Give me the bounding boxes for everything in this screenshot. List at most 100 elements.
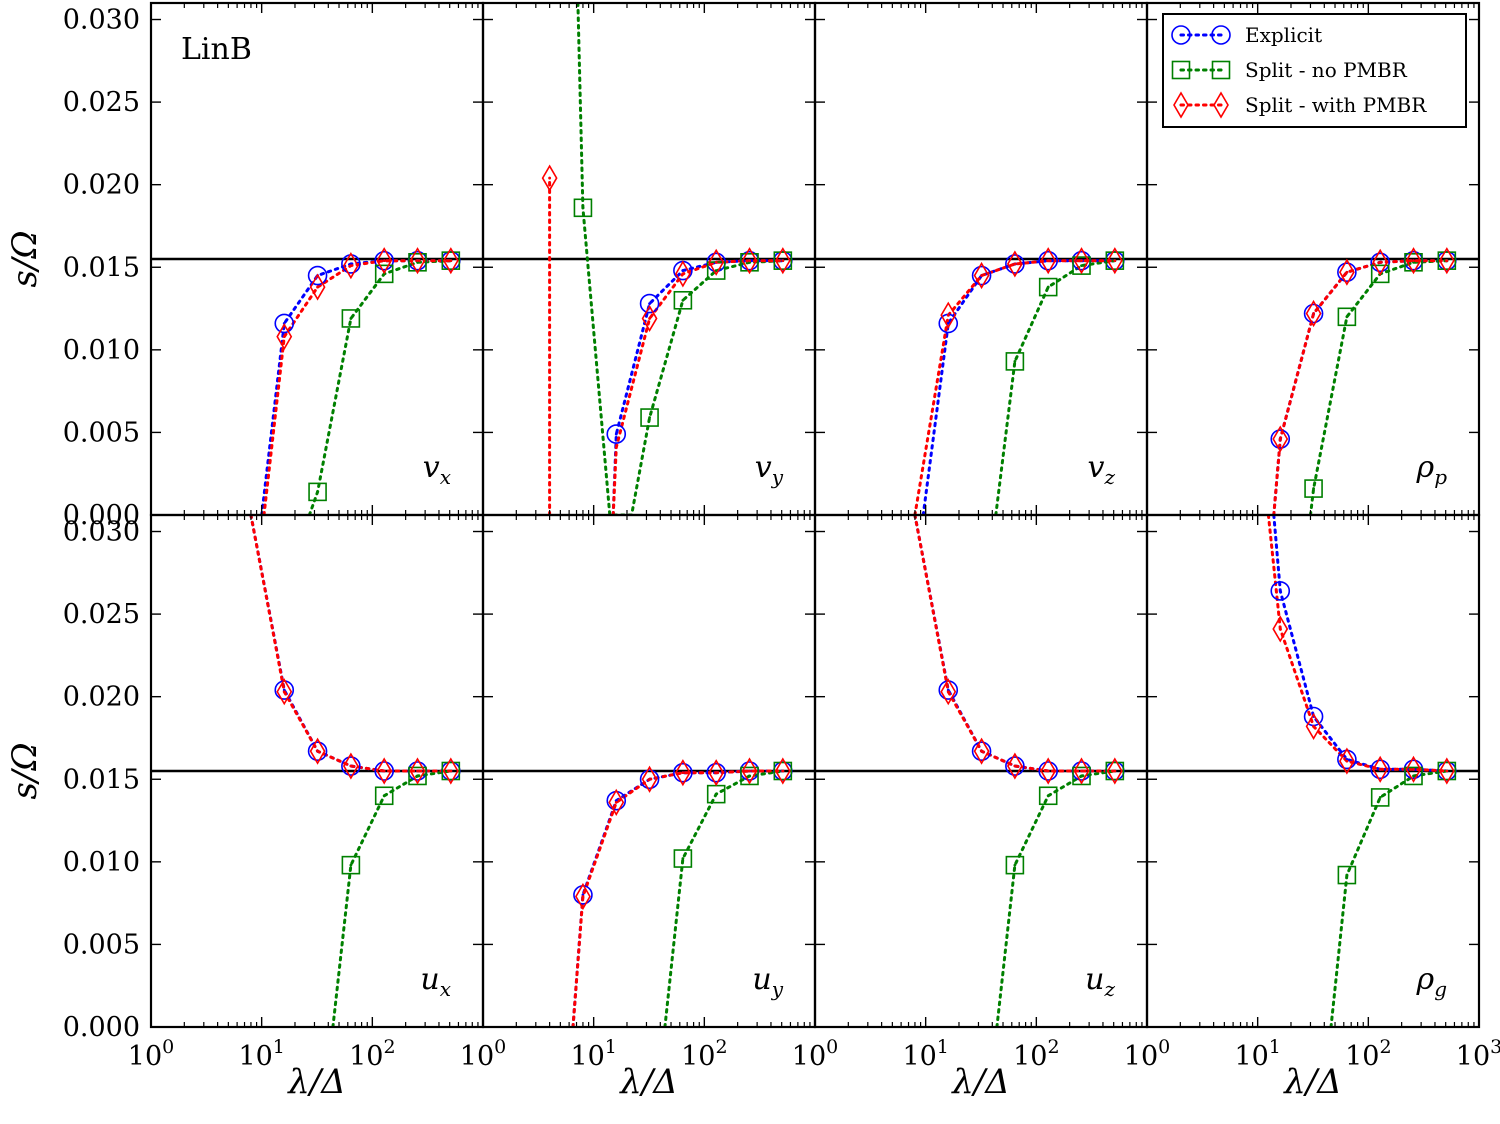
panel-u-z: uz — [813, 513, 1149, 1029]
panel-frame — [1145, 513, 1481, 1029]
data-point-diamond — [409, 757, 426, 785]
x-tick-label: 100 — [792, 1036, 838, 1072]
x-axis-label: λ/Δ — [286, 1062, 346, 1102]
y-tick-label: 0.030 — [63, 5, 140, 36]
x-tick-label: 102 — [1013, 1036, 1059, 1072]
data-point-diamond — [973, 737, 990, 765]
series-line-square — [576, 3, 785, 515]
data-point-diamond — [1073, 757, 1090, 785]
x-tick-label: 102 — [349, 1036, 395, 1072]
x-tick-label: 102 — [681, 1036, 727, 1072]
series-group — [913, 247, 1125, 515]
panel-variable-label: vy — [755, 450, 784, 489]
x-tick-label: 100 — [1124, 1036, 1170, 1072]
legend-marker-circle — [1171, 25, 1191, 45]
y-tick-label: 0.010 — [63, 335, 140, 366]
series-line-circle — [921, 259, 1117, 515]
data-point-diamond — [1272, 425, 1289, 453]
series-line-diamond — [913, 515, 1117, 773]
data-point-diamond — [409, 247, 426, 275]
data-point-diamond — [1006, 250, 1023, 278]
data-point-diamond — [1438, 757, 1455, 785]
series-group — [913, 515, 1125, 1027]
x-tick-label: 103 — [1456, 1036, 1500, 1072]
data-point-square — [1005, 855, 1025, 875]
x-tick-label: 102 — [1345, 1036, 1391, 1072]
panel-u-x: ux — [149, 513, 485, 1029]
data-point-diamond — [674, 260, 691, 288]
data-point-circle — [1303, 706, 1324, 727]
legend-marker-circle — [1211, 25, 1231, 45]
series-group — [249, 515, 461, 1027]
panel-variable-label: ρg — [1416, 962, 1447, 1001]
legend-marker-square — [1171, 60, 1191, 80]
y-tick-label: 0.015 — [63, 252, 140, 283]
legend-entry: Split - with PMBR — [1173, 91, 1427, 119]
data-point-diamond — [774, 247, 791, 275]
data-point-diamond — [276, 323, 293, 351]
data-point-square — [706, 784, 726, 804]
data-point-diamond — [641, 304, 658, 333]
data-point-diamond — [741, 247, 758, 275]
data-point-diamond — [973, 261, 990, 290]
data-point-diamond — [774, 757, 791, 785]
series-group — [541, 3, 793, 515]
y-axis-label: s/Ω — [5, 230, 45, 287]
data-point-square — [673, 849, 693, 868]
legend-entry: Explicit — [1171, 23, 1322, 47]
data-point-diamond — [276, 678, 293, 706]
data-point-circle — [1270, 581, 1291, 601]
legend: Explicit Split - no PMBR Split - with PMBR — [1162, 13, 1467, 128]
y-tick-label: 0.025 — [63, 87, 140, 118]
data-point-diamond — [376, 757, 393, 785]
legend-label: Split - no PMBR — [1245, 58, 1408, 82]
data-point-diamond — [674, 759, 691, 787]
data-point-diamond — [1438, 247, 1455, 275]
data-point-diamond — [940, 678, 957, 706]
data-point-square — [1038, 277, 1058, 297]
data-point-diamond — [309, 737, 326, 765]
x-tick-label: 101 — [1234, 1036, 1280, 1072]
series-line-diamond — [913, 259, 1117, 515]
legend-label: Explicit — [1245, 23, 1322, 47]
data-point-diamond — [708, 248, 725, 276]
y-tick-label: 0.010 — [63, 847, 140, 878]
panel-u-y: uy — [481, 513, 817, 1029]
x-tick-label: 101 — [570, 1036, 616, 1072]
y-tick-label: 0.005 — [63, 929, 140, 960]
data-point-diamond — [1106, 757, 1123, 785]
data-point-diamond — [342, 752, 359, 780]
data-point-diamond — [1372, 248, 1389, 276]
data-point-diamond — [1338, 258, 1355, 286]
data-point-square — [1370, 788, 1390, 807]
x-tick-label: 100 — [128, 1036, 174, 1072]
data-point-square — [1404, 766, 1423, 786]
y-tick-label: 0.015 — [63, 764, 140, 795]
panel-ρ-g: ρg — [1145, 513, 1481, 1029]
data-point-diamond — [1372, 755, 1389, 783]
data-point-diamond — [1405, 247, 1422, 275]
data-point-diamond — [1272, 615, 1289, 643]
data-point-square — [374, 786, 394, 806]
data-point-diamond — [1106, 247, 1123, 275]
series-line-square — [1329, 769, 1449, 1027]
series-group — [571, 757, 793, 1027]
data-point-diamond — [442, 247, 459, 275]
y-axis-label: s/Ω — [5, 742, 45, 799]
panel-variable-label: uy — [752, 962, 783, 1001]
panel-variable-label: uz — [1085, 962, 1115, 1001]
series-group — [1270, 247, 1457, 515]
data-point-square — [673, 290, 693, 310]
data-point-diamond — [1006, 752, 1023, 780]
series-line-diamond — [249, 515, 453, 773]
x-tick-label: 100 — [460, 1036, 506, 1072]
data-point-diamond — [309, 273, 326, 301]
data-point-square — [640, 408, 659, 427]
data-point-diamond — [541, 164, 558, 192]
panel-v-y: vy — [481, 1, 817, 517]
data-point-diamond — [575, 882, 591, 911]
panel-v-x: vx — [149, 1, 485, 517]
data-point-diamond — [1305, 299, 1322, 328]
data-point-square — [341, 309, 361, 328]
series-line-circle — [1272, 515, 1449, 773]
